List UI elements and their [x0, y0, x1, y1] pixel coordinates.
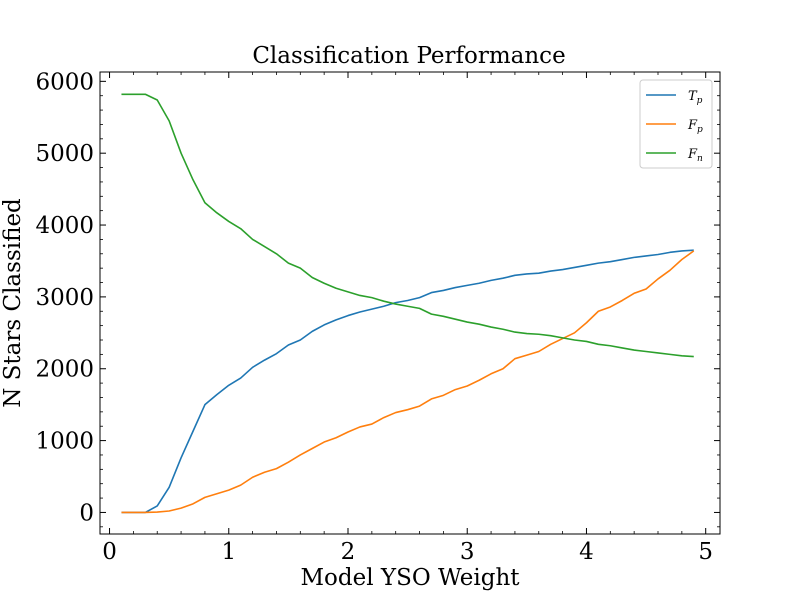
legend-subscript: p [697, 125, 703, 135]
series-line-f-n [121, 93, 694, 358]
y-tick-label: 4000 [35, 213, 94, 239]
x-axis-label: Model YSO Weight [300, 565, 520, 591]
plot-area-frame [99, 71, 721, 535]
x-tick-label: 3 [460, 539, 475, 565]
series-lines [121, 93, 695, 514]
x-tick-label: 0 [102, 539, 117, 565]
x-tick-label: 2 [341, 539, 356, 565]
chart-title: Classification Performance [252, 43, 565, 69]
y-tick-label: 0 [79, 500, 94, 526]
x-tick-label: 4 [579, 539, 594, 565]
y-axis-label: N Stars Classified [0, 198, 26, 408]
legend-subscript: p [697, 96, 703, 106]
y-tick-label: 3000 [35, 285, 94, 311]
y-tick-label: 1000 [35, 429, 94, 455]
series-line-f-p [121, 250, 695, 514]
y-tick-label: 2000 [35, 357, 94, 383]
legend-subscript: n [697, 154, 703, 164]
y-tick-label: 5000 [35, 141, 94, 167]
y-tick-label: 6000 [35, 69, 94, 95]
x-tick-label: 5 [698, 539, 713, 565]
x-tick-label: 1 [221, 539, 236, 565]
series-line-t-p [121, 249, 694, 514]
axis-ticks: 0 1 2 3 4 5 0 1000 2000 3000 4000 5000 6000 [35, 69, 720, 565]
